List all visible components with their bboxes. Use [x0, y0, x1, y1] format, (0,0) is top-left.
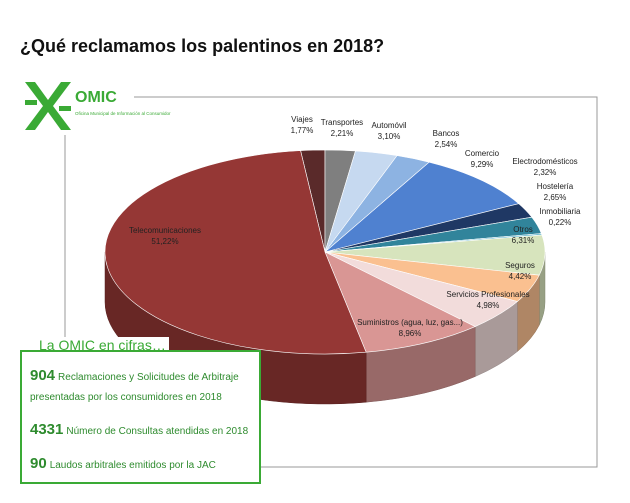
- value-label: 2,54%: [435, 140, 458, 149]
- info-box: 904 Reclamaciones y Solicitudes de Arbitr…: [20, 350, 261, 484]
- slice-label: Transportes: [321, 118, 363, 127]
- slice: [104, 150, 367, 355]
- value-label: 51,22%: [151, 237, 178, 246]
- value-label: 9,29%: [471, 160, 494, 169]
- info-item: 4331 Número de Consultas atendidas en 201…: [30, 420, 251, 442]
- slice-label: Suministros (agua, luz, gas...): [357, 318, 463, 327]
- chart-frame: [64, 96, 598, 468]
- logo-name: OMIC: [75, 89, 117, 106]
- slice-label: Electrodomésticos: [512, 157, 577, 166]
- slice: [324, 251, 476, 353]
- slice-label: Otros: [513, 225, 533, 234]
- info-number: 90: [30, 455, 47, 472]
- slice-label: Bancos: [433, 129, 460, 138]
- value-label: 4,98%: [477, 301, 500, 310]
- value-label: 2,65%: [544, 193, 567, 202]
- value-label: 2,32%: [534, 168, 557, 177]
- info-text: Número de Consultas atendidas en 2018: [66, 426, 249, 437]
- info-text: Laudos arbitrales emitidos por la JAC: [49, 460, 216, 471]
- slice-label: Servicios Profesionales: [446, 290, 529, 299]
- slice-label: Viajes: [291, 115, 313, 124]
- value-label: 3,10%: [378, 132, 401, 141]
- info-text: Reclamaciones y Solicitudes de Arbitraje…: [30, 372, 239, 403]
- slice-label: Telecomunicaciones: [129, 226, 201, 235]
- logo-mark: [25, 82, 71, 130]
- info-heading: La OMIC en cifras…: [36, 337, 169, 353]
- value-label: 6,31%: [512, 236, 535, 245]
- slice-label: Inmobiliaria: [540, 207, 581, 216]
- slice-label: Hostelería: [537, 182, 574, 191]
- info-number: 904: [30, 367, 56, 384]
- pie: [104, 149, 546, 405]
- info-item: 904 Reclamaciones y Solicitudes de Arbitr…: [30, 366, 251, 408]
- slice-label: Seguros: [505, 261, 535, 270]
- slice: [324, 161, 520, 253]
- value-label: 8,96%: [399, 329, 422, 338]
- info-item: 90 Laudos arbitrales emitidos por la JAC: [30, 454, 251, 476]
- value-label: 4,42%: [509, 272, 532, 281]
- value-label: 0,22%: [549, 218, 572, 227]
- slice-label: Automóvil: [371, 121, 406, 130]
- value-label: 2,21%: [331, 129, 354, 138]
- logo-subtitle: Oficina Municipal de Información al Cons…: [75, 111, 171, 116]
- page-title: ¿Qué reclamamos los palentinos en 2018?: [20, 36, 384, 56]
- info-number: 4331: [30, 421, 64, 438]
- value-label: 1,77%: [291, 126, 314, 135]
- slice-label: Comercio: [465, 149, 500, 158]
- logo-bg: [22, 75, 134, 135]
